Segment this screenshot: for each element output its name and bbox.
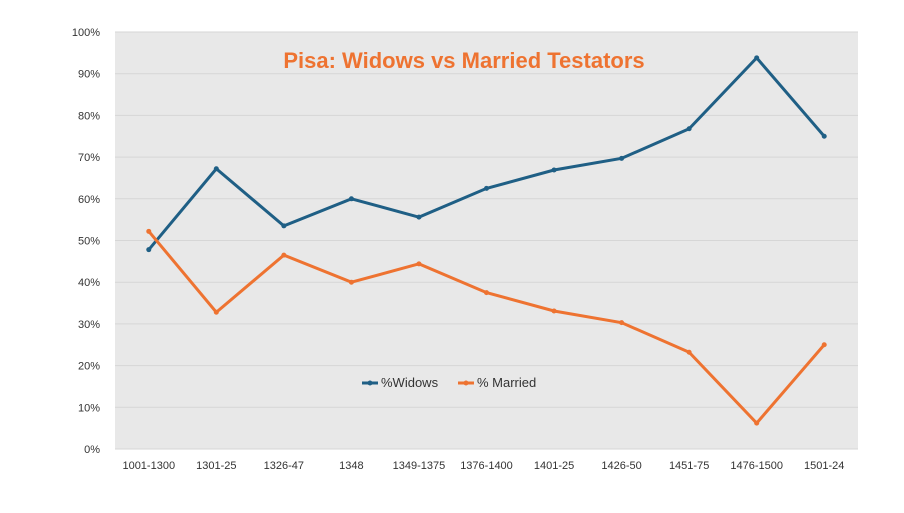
data-point (551, 167, 557, 173)
y-tick-label: 100% (72, 27, 100, 39)
y-tick-label: 30% (78, 319, 100, 331)
legend-marker (463, 380, 469, 386)
data-point (821, 133, 827, 139)
x-tick-label: 1376-1400 (460, 460, 513, 472)
x-axis-ticks: 1001-1300 1301-25 1326-47 1348 1349-1375 1376… (122, 460, 844, 472)
data-point (146, 247, 152, 253)
x-tick-label: 1001-1300 (122, 460, 175, 472)
data-point (551, 308, 557, 314)
data-point (484, 290, 489, 296)
legend-marker (367, 380, 373, 386)
x-tick-label: 1349-1375 (393, 460, 446, 472)
data-point (213, 166, 219, 172)
x-tick-label: 1476-1500 (730, 460, 783, 472)
x-tick-label: 1301-25 (196, 460, 236, 472)
x-tick-label: 1348 (339, 460, 363, 472)
y-tick-label: 50% (78, 236, 100, 248)
x-tick-label: 1501-24 (804, 460, 844, 472)
data-point (416, 214, 422, 220)
x-tick-label: 1326-47 (264, 460, 304, 472)
y-tick-label: 40% (78, 277, 100, 289)
chart-title: Pisa: Widows vs Married Testators (283, 48, 644, 73)
y-tick-label: 60% (78, 194, 100, 206)
gridlines (115, 31, 858, 450)
data-point (686, 349, 692, 355)
data-point (619, 155, 625, 161)
legend-label: %Widows (381, 375, 439, 390)
data-point (754, 420, 760, 426)
data-point (281, 252, 287, 258)
y-tick-label: 0% (84, 444, 100, 456)
y-tick-label: 90% (78, 69, 100, 81)
legend-label: % Married (477, 375, 536, 390)
data-point (619, 320, 625, 326)
y-tick-label: 80% (78, 110, 100, 122)
x-tick-label: 1401-25 (534, 460, 574, 472)
data-point (146, 228, 152, 234)
data-point (416, 261, 422, 267)
y-tick-label: 10% (78, 402, 100, 414)
data-point (754, 55, 760, 61)
data-point (348, 196, 354, 202)
data-point (484, 185, 489, 191)
data-point (686, 126, 692, 132)
legend-item: %Widows (362, 375, 439, 390)
data-point (821, 342, 827, 348)
data-point (348, 279, 354, 285)
legend: %Widows % Married (362, 375, 536, 390)
data-point (213, 309, 219, 315)
y-tick-label: 20% (78, 361, 100, 373)
legend-item: % Married (458, 375, 536, 390)
series (146, 55, 827, 426)
y-tick-label: 70% (78, 152, 100, 164)
data-point (281, 223, 287, 229)
y-axis-ticks: 0% 10% 20% 30% 40% 50% 60% 70% 80% 90% 100% (72, 27, 100, 456)
x-tick-label: 1451-75 (669, 460, 709, 472)
x-tick-label: 1426-50 (601, 460, 641, 472)
